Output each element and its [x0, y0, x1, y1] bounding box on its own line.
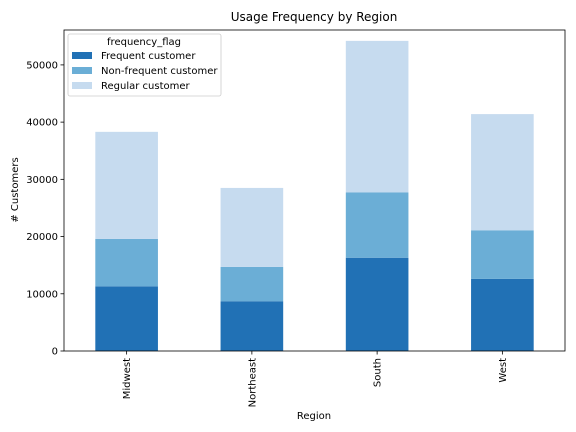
- bar-south-series-2: [345, 40, 409, 193]
- bar-west-series-1: [471, 230, 534, 279]
- legend-label-1: Non-frequent customer: [101, 66, 218, 77]
- y-axis: 0 10000 20000 30000 40000 50000: [26, 60, 64, 358]
- legend-swatch-1: [72, 67, 92, 74]
- plot-frame: [63, 29, 566, 352]
- bar-northeast-series-0: [220, 301, 284, 351]
- x-tick-label-south: South: [373, 358, 384, 387]
- x-axis-label: Region: [297, 411, 331, 422]
- x-tick-label-midwest: Midwest: [122, 358, 133, 399]
- legend-box: [67, 33, 222, 97]
- legend-label-2: Regular customer: [101, 81, 191, 92]
- plot-area: [95, 40, 534, 351]
- bar-northeast-series-1: [220, 266, 284, 302]
- legend: frequency_flag Frequent customer Non-freq…: [67, 33, 222, 97]
- legend-label-0: Frequent customer: [101, 51, 196, 62]
- y-tick-label: 30000: [26, 175, 58, 186]
- y-tick-label: 0: [52, 347, 58, 358]
- x-axis: Midwest Northeast South West: [122, 351, 509, 407]
- y-axis-label: # Customers: [10, 157, 21, 222]
- y-tick-label: 20000: [26, 232, 58, 243]
- legend-swatch-2: [72, 82, 92, 89]
- x-tick-label-northeast: Northeast: [247, 358, 258, 407]
- bar-south-series-1: [345, 192, 409, 258]
- x-tick-label-west: West: [498, 358, 509, 383]
- bar-midwest-series-2: [95, 131, 158, 239]
- legend-swatch-0: [72, 52, 92, 59]
- bar-midwest-series-0: [95, 286, 158, 351]
- bar-northeast-series-2: [220, 187, 284, 267]
- bar-south-series-0: [345, 257, 409, 351]
- chart-title: Usage Frequency by Region: [231, 10, 398, 24]
- y-tick-label: 50000: [26, 60, 58, 71]
- y-tick-label: 10000: [26, 289, 58, 300]
- bar-midwest-series-1: [95, 238, 158, 287]
- bar-west-series-2: [471, 114, 534, 231]
- bar-west-series-0: [471, 278, 534, 351]
- y-tick-label: 40000: [26, 118, 58, 129]
- legend-title: frequency_flag: [107, 37, 181, 48]
